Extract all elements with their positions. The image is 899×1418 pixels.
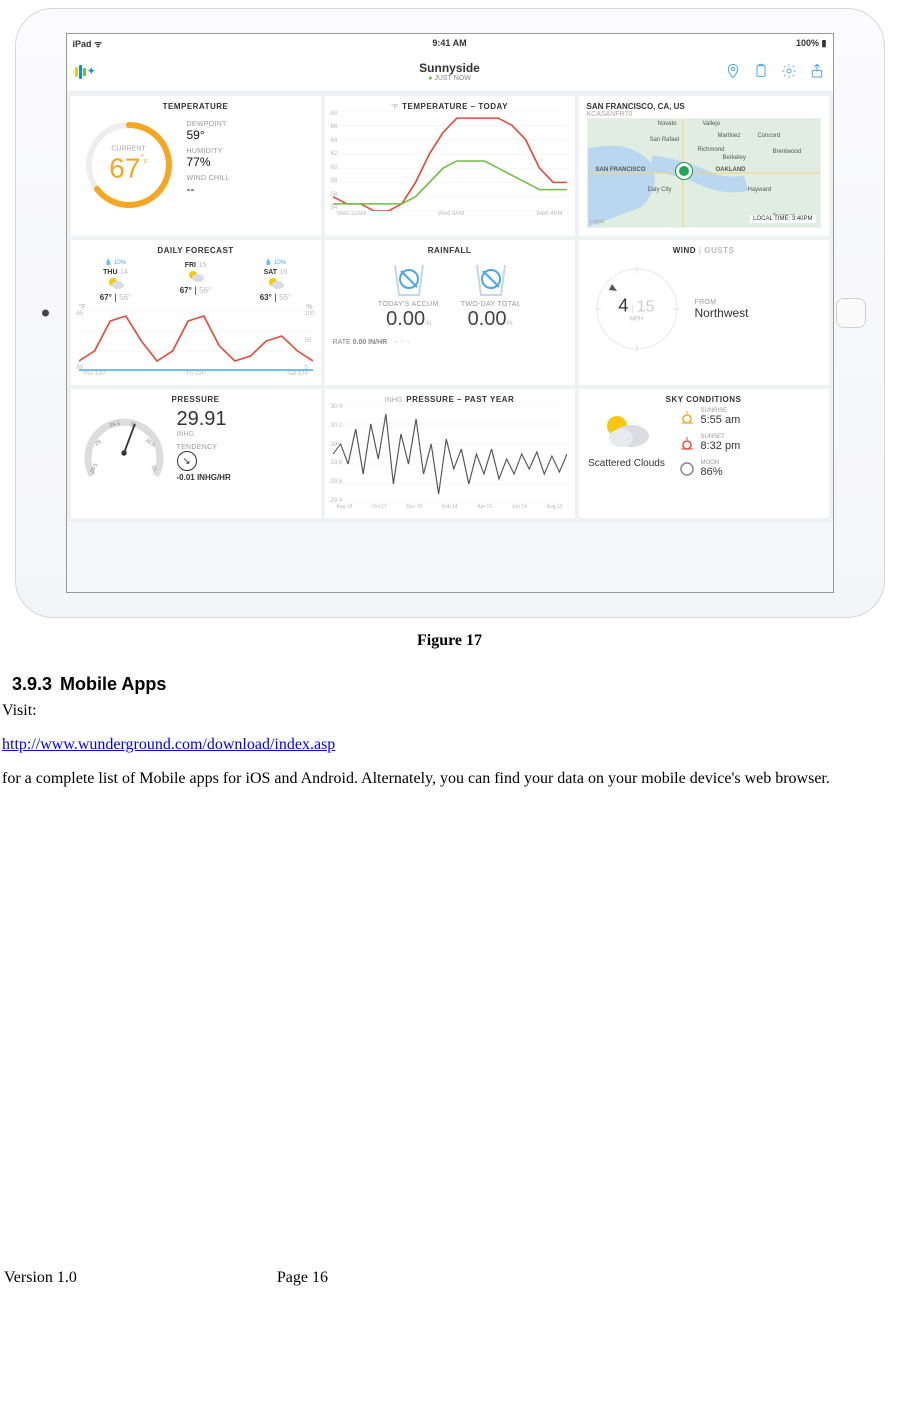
page-number: Page 16 xyxy=(277,1269,328,1287)
status-time: 9:41 AM xyxy=(432,38,466,48)
page-footer: Version 1.0 Page 16 xyxy=(0,1269,899,1287)
map-card[interactable]: SAN FRANCISCO, CA, US KCASANFR70 Novat xyxy=(579,96,829,236)
body-text: for a complete list of Mobile apps for i… xyxy=(2,769,897,789)
sky-card[interactable]: SKY CONDITIONS Scattered Clouds xyxy=(579,389,829,518)
rain-bucket-icon xyxy=(471,259,511,299)
sky-condition: Scattered Clouds xyxy=(587,458,667,469)
temperature-today-card[interactable]: °F TEMPERATURE – TODAY 6866646260585654 … xyxy=(325,96,575,236)
status-left: iPad ᯤ xyxy=(73,37,103,50)
pressure-card[interactable]: PRESSURE 28.5 29 29.5 30 30.5 xyxy=(71,389,321,518)
pressure-year-card[interactable]: INHG PRESSURE – PAST YEAR 30.430.23029.8… xyxy=(325,389,575,518)
app-navbar: ✦ Sunnyside ● JUST NOW xyxy=(67,52,833,92)
section-heading: 3.9.3Mobile Apps xyxy=(12,674,897,695)
sunset-icon xyxy=(679,435,695,451)
nav-title[interactable]: Sunnyside ● JUST NOW xyxy=(419,61,480,82)
forecast-chart: 6560 100500 xyxy=(79,311,313,371)
status-battery: 100% ▮ xyxy=(796,38,826,49)
ipad-camera xyxy=(42,310,49,317)
gear-icon[interactable] xyxy=(781,63,797,81)
weather-map[interactable]: Novato Vallejo San Rafael Martinez Conco… xyxy=(587,118,821,228)
moon-icon xyxy=(679,461,695,477)
location-pin-icon[interactable] xyxy=(725,63,741,81)
wind-card[interactable]: WIND | GUSTS xyxy=(579,240,829,385)
visit-label: Visit: xyxy=(2,701,897,721)
forecast-day[interactable]: 💧 10% THU 14 67° | 56° xyxy=(79,259,153,302)
clipboard-icon[interactable] xyxy=(753,63,769,81)
wind-compass: 4|15 MPH xyxy=(587,259,687,359)
svg-text:29.5: 29.5 xyxy=(109,421,120,429)
wu-logo[interactable]: ✦ xyxy=(75,65,96,79)
temperature-card[interactable]: TEMPERATURE CURRENT 67°F xyxy=(71,96,321,236)
ipad-frame: iPad ᯤ 9:41 AM 100% ▮ ✦ Sunnyside ● JUST… xyxy=(15,8,885,618)
pressure-year-chart: 30.430.23029.829.629.4 xyxy=(333,404,567,504)
map-marker[interactable] xyxy=(676,163,692,179)
app-screenshot: iPad ᯤ 9:41 AM 100% ▮ ✦ Sunnyside ● JUST… xyxy=(66,33,834,593)
temp-today-chart: 6866646260585654 xyxy=(333,111,567,211)
figure-caption: Figure 17 xyxy=(0,632,899,650)
ios-status-bar: iPad ᯤ 9:41 AM 100% ▮ xyxy=(67,34,833,52)
ipad-home-button[interactable] xyxy=(836,298,866,328)
forecast-day[interactable]: 💧 10% SAT 16 63° | 55° xyxy=(239,259,313,302)
pressure-gauge: 28.5 29 29.5 30 30.5 31 xyxy=(79,408,169,498)
rain-bucket-icon xyxy=(389,259,429,299)
version-label: Version 1.0 xyxy=(4,1269,77,1287)
rainfall-card[interactable]: RAINFALL TODAY'S ACCUM. 0.00IN. xyxy=(325,240,575,385)
forecast-card[interactable]: DAILY FORECAST 💧 10% THU 14 67° | 56° FR… xyxy=(71,240,321,385)
pressure-value: 29.91 xyxy=(177,408,231,431)
forecast-day[interactable]: FRI 15 67° | 56° xyxy=(159,259,233,302)
temperature-gauge: CURRENT 67°F xyxy=(79,115,179,215)
share-icon[interactable] xyxy=(809,63,825,81)
map-local-time: LOCAL TIME: 3:40PM xyxy=(750,215,815,223)
scattered-clouds-icon xyxy=(599,408,655,452)
tendency-down-icon: ↘ xyxy=(177,451,197,471)
download-link[interactable]: http://www.wunderground.com/download/ind… xyxy=(2,736,335,753)
sunrise-icon xyxy=(679,409,695,425)
wind-direction: Northwest xyxy=(695,306,749,320)
